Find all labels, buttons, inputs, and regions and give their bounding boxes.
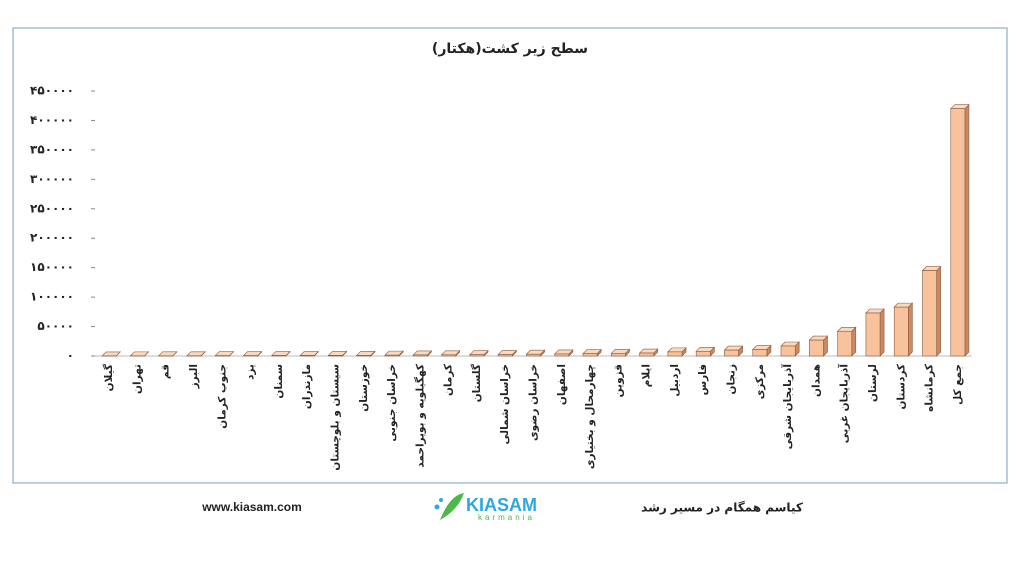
x-tick-label: کرمانشاه	[924, 363, 936, 412]
bar-side	[879, 308, 885, 357]
x-tick-label: البرز	[188, 364, 200, 389]
bar	[639, 352, 655, 357]
bar	[497, 354, 513, 357]
x-tick-label: گیلان	[102, 363, 115, 391]
bar	[328, 355, 343, 357]
x-tick-label: چهارمحال و بختیاری	[584, 364, 596, 469]
bar	[469, 354, 485, 357]
x-tick-label: گلستان	[470, 363, 483, 402]
y-tick-label: ۰	[67, 349, 74, 363]
bar	[780, 345, 796, 357]
x-tick-label: مازندران	[301, 364, 313, 409]
x-tick-label: جمع کل	[952, 364, 964, 405]
y-tick-label: ۴۰۰۰۰۰	[30, 113, 74, 127]
x-tick-label: اردبیل	[669, 364, 681, 397]
x-tick-label: تهران	[131, 364, 143, 394]
y-tick-label: ۲۰۰۰۰۰	[30, 231, 74, 245]
x-tick-label: سمنان	[273, 364, 285, 399]
y-tick-label: ۳۰۰۰۰۰	[30, 172, 74, 186]
x-tick-label: قم	[160, 364, 172, 379]
chart-title: سطح زیر کشت(هکتار)	[432, 41, 588, 57]
x-tick-label: فارس	[697, 364, 709, 395]
website: www.kiasam.com	[201, 500, 302, 514]
bar	[667, 351, 683, 357]
x-tick-label: زنجان	[726, 364, 738, 394]
y-tick-label: ۴۵۰۰۰۰	[30, 84, 74, 98]
x-tick-label: همدان	[810, 364, 822, 397]
y-tick-label: ۱۰۰۰۰۰	[30, 290, 74, 304]
bar	[610, 353, 626, 357]
bar	[837, 330, 853, 357]
bar	[441, 354, 457, 357]
x-tick-label: آذربایجان غربی	[838, 364, 851, 444]
x-tick-label: خوزستان	[358, 364, 370, 412]
bar	[724, 349, 739, 357]
bar	[554, 353, 570, 357]
chart-frame	[12, 27, 1008, 484]
x-tick-label: قزوین	[612, 364, 624, 397]
logo-icon	[434, 493, 464, 520]
y-tick-label: ۲۵۰۰۰۰	[30, 201, 74, 215]
y-tick-label: ۳۵۰۰۰۰	[30, 142, 74, 156]
bar	[950, 108, 966, 357]
x-tick-label: یزد	[245, 364, 257, 380]
bar	[695, 350, 711, 357]
bar	[809, 339, 824, 357]
x-tick-label: کهگیلویه و بویراحمد	[413, 363, 426, 468]
x-tick-label: ایلام	[641, 364, 653, 387]
x-tick-label: اصفهان	[556, 364, 568, 405]
bar-side	[908, 302, 913, 357]
bar	[412, 354, 428, 357]
bar	[526, 353, 541, 357]
y-tick-label: ۱۵۰۰۰۰	[30, 260, 74, 274]
x-tick-label: آذربایجان شرقی	[781, 364, 794, 450]
bar	[384, 354, 400, 357]
x-tick-label: سیستان و بلوچستان	[329, 364, 341, 471]
x-tick-label: خراسان جنوبی	[386, 364, 398, 442]
x-tick-label: مرکزی	[754, 364, 766, 399]
bar	[582, 353, 598, 357]
x-tick-label: جنوب کرمان	[216, 364, 228, 429]
slogan: کیاسم همگام در مسیر رشد	[641, 501, 803, 516]
bar	[893, 306, 909, 357]
x-tick-label: خراسان رضوی	[528, 364, 540, 441]
bar-side	[936, 265, 941, 357]
bar	[865, 312, 881, 357]
x-tick-label: کردستان	[895, 363, 907, 409]
x-tick-label: لرستان	[867, 364, 879, 402]
x-tick-label: کرمان	[443, 363, 455, 396]
bar	[922, 270, 937, 357]
bar-side	[964, 103, 970, 357]
bar	[752, 349, 768, 357]
logo-subtext: karmania	[478, 513, 535, 522]
x-tick-label: خراسان شمالی	[499, 364, 511, 444]
logo-text: KIASAM	[466, 495, 537, 515]
bar-side	[851, 326, 857, 357]
y-tick-label: ۵۰۰۰۰	[37, 319, 74, 333]
bar	[356, 354, 372, 357]
